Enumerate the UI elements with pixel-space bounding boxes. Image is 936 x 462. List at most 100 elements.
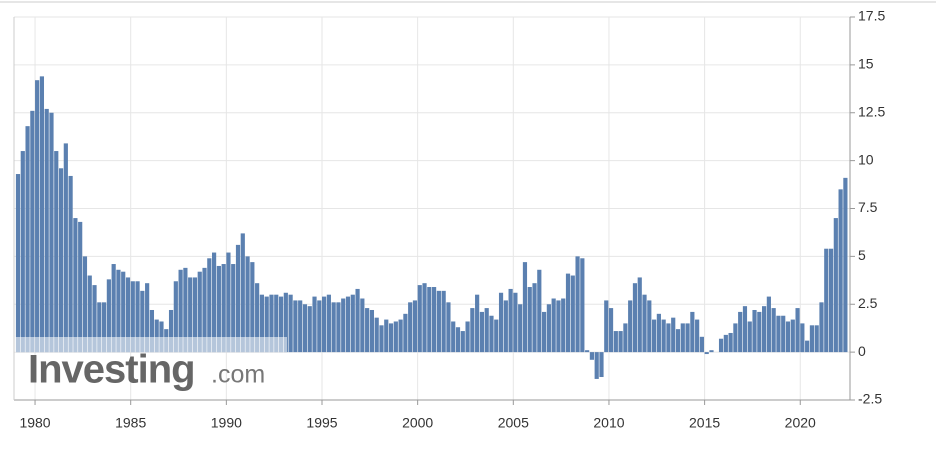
- bar: [446, 302, 451, 353]
- bar: [570, 275, 575, 353]
- bar: [556, 300, 561, 353]
- bar: [78, 221, 83, 353]
- bar: [608, 308, 614, 353]
- bar: [637, 277, 642, 353]
- bar: [781, 315, 786, 353]
- bar: [522, 262, 528, 353]
- bar: [723, 334, 728, 353]
- bar: [604, 300, 609, 353]
- bar: [87, 275, 92, 353]
- bar: [408, 302, 413, 353]
- bar: [226, 252, 231, 353]
- bar: [178, 269, 183, 353]
- bar: [374, 317, 379, 353]
- bar: [250, 262, 255, 353]
- y-tick-label: 7.5: [858, 199, 878, 215]
- bar: [116, 269, 121, 353]
- bar: [814, 325, 819, 353]
- bar: [537, 269, 542, 353]
- bar: [709, 350, 714, 353]
- bar: [369, 309, 375, 353]
- bar: [231, 264, 236, 353]
- bar: [398, 319, 403, 353]
- bar: [44, 108, 49, 353]
- watermark-band: [14, 337, 287, 352]
- bar: [623, 323, 628, 353]
- bar: [240, 233, 245, 353]
- bar: [140, 290, 145, 353]
- bar: [111, 264, 116, 353]
- bar: [513, 292, 518, 353]
- bar: [379, 325, 384, 353]
- bar: [475, 294, 480, 353]
- bar: [699, 336, 705, 353]
- bar: [628, 300, 633, 353]
- bar: [145, 283, 150, 353]
- watermark-domain: .com: [211, 361, 265, 389]
- bar: [785, 321, 791, 353]
- bar: [618, 331, 623, 353]
- x-tick-label: 2015: [689, 415, 720, 431]
- bar: [245, 256, 250, 353]
- bar: [73, 218, 78, 353]
- bar: [159, 321, 164, 353]
- bar: [695, 319, 700, 353]
- bar: [35, 80, 40, 353]
- bar: [432, 287, 437, 353]
- bar: [427, 287, 432, 353]
- bar: [269, 294, 274, 353]
- bar: [498, 292, 504, 353]
- y-tick-label: 15: [858, 56, 874, 72]
- bar: [747, 321, 752, 353]
- bar: [121, 271, 126, 353]
- bar: [288, 294, 293, 353]
- bar: [589, 352, 595, 360]
- bar: [824, 248, 829, 353]
- y-tick-label: 10: [858, 151, 874, 167]
- bar: [508, 288, 513, 353]
- x-tick-label: 2000: [402, 415, 433, 431]
- bar: [685, 323, 690, 353]
- bar: [388, 323, 394, 353]
- bar: [642, 294, 647, 353]
- x-tick-label: 1985: [115, 415, 146, 431]
- bar: [307, 306, 312, 353]
- bar: [738, 311, 743, 353]
- bar: [661, 319, 666, 353]
- bar: [63, 143, 68, 353]
- bar: [742, 306, 748, 353]
- bar: [718, 338, 724, 353]
- bar: [341, 298, 346, 353]
- bar: [255, 283, 260, 353]
- bar: [360, 298, 365, 353]
- bar: [585, 350, 590, 353]
- bar: [580, 258, 585, 353]
- bar: [188, 277, 193, 353]
- bar: [274, 294, 279, 353]
- bar: [441, 290, 446, 353]
- bar: [546, 304, 551, 353]
- bar: [412, 300, 418, 353]
- y-tick-label: 12.5: [858, 103, 885, 119]
- bar: [632, 283, 638, 353]
- bar: [259, 294, 265, 353]
- bar: [733, 323, 738, 353]
- bar: [403, 313, 408, 353]
- bar: [106, 279, 111, 353]
- bar: [264, 296, 269, 353]
- bar: [551, 298, 556, 353]
- bar: [771, 308, 776, 353]
- watermark-brand: Investing: [28, 348, 195, 392]
- bar: [819, 302, 824, 353]
- bar: [125, 277, 131, 353]
- bar: [15, 174, 21, 353]
- bar: [728, 332, 733, 353]
- bar: [762, 306, 767, 353]
- bar: [331, 302, 336, 353]
- bar: [212, 252, 217, 353]
- bar: [594, 352, 599, 379]
- bar: [350, 294, 355, 353]
- bar: [455, 327, 461, 353]
- bar: [68, 175, 73, 353]
